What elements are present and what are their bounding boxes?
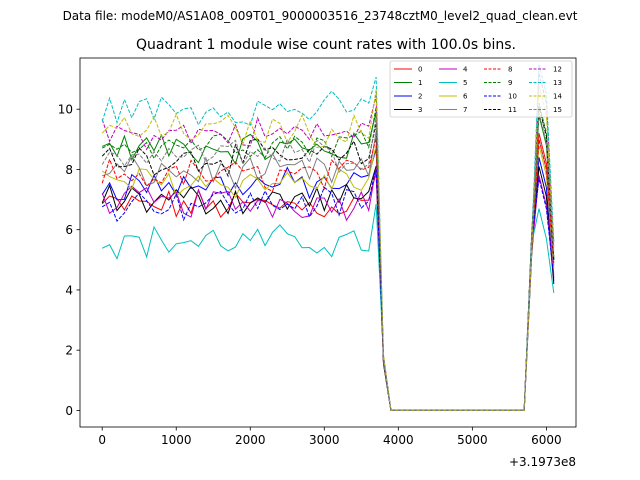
- legend-label-15: 15: [553, 106, 562, 114]
- series-line-3: [101, 165, 555, 411]
- x-axis-offset-label: +3.1973e8: [509, 455, 576, 469]
- legend-label-0: 0: [418, 66, 422, 74]
- legend-label-3: 3: [418, 106, 422, 114]
- legend-label-4: 4: [463, 66, 468, 74]
- series-line-1: [102, 112, 555, 411]
- legend-box: [389, 60, 573, 118]
- chart-title: Quadrant 1 module wise count rates with …: [136, 37, 516, 53]
- legend-label-6: 6: [463, 93, 468, 101]
- x-tick-label: 4000: [383, 433, 414, 447]
- x-tick-label: 5000: [457, 433, 488, 447]
- legend-label-14: 14: [553, 93, 562, 101]
- legend-label-10: 10: [508, 93, 517, 101]
- series-line-14: [101, 84, 555, 411]
- chart-suptitle: Data file: modeM0/AS1A08_009T01_90000035…: [63, 9, 578, 23]
- series-line-5: [101, 203, 555, 411]
- y-tick-label: 8: [65, 163, 73, 177]
- series-line-15: [101, 112, 555, 411]
- series-line-2: [101, 148, 555, 411]
- series-line-4: [101, 167, 555, 411]
- legend-label-9: 9: [508, 79, 512, 87]
- y-tick-label: 0: [65, 404, 73, 418]
- series-line-9: [101, 103, 555, 411]
- x-tick-label: 2000: [235, 433, 266, 447]
- legend-label-11: 11: [508, 106, 517, 114]
- series-line-13: [101, 63, 555, 411]
- x-tick-label: 3000: [309, 433, 340, 447]
- legend-label-13: 13: [553, 79, 562, 87]
- y-tick-label: 10: [58, 103, 73, 117]
- axes-frame: [79, 57, 577, 428]
- x-tick-label: 0: [98, 433, 106, 447]
- series-line-8: [101, 137, 555, 411]
- legend-label-5: 5: [463, 79, 467, 87]
- x-tick-label: 6000: [531, 433, 562, 447]
- legend-label-1: 1: [418, 79, 422, 87]
- legend-label-7: 7: [463, 106, 467, 114]
- legend-label-8: 8: [508, 66, 512, 74]
- legend-label-2: 2: [418, 93, 422, 101]
- legend-label-12: 12: [553, 66, 562, 74]
- series-line-11: [101, 106, 555, 411]
- series-line-12: [101, 72, 555, 411]
- plot-area: [101, 63, 555, 411]
- series-line-10: [101, 166, 555, 411]
- y-tick-label: 4: [65, 283, 73, 297]
- x-tick-label: 1000: [161, 433, 192, 447]
- y-tick-label: 6: [65, 223, 73, 237]
- y-tick-label: 2: [65, 344, 73, 358]
